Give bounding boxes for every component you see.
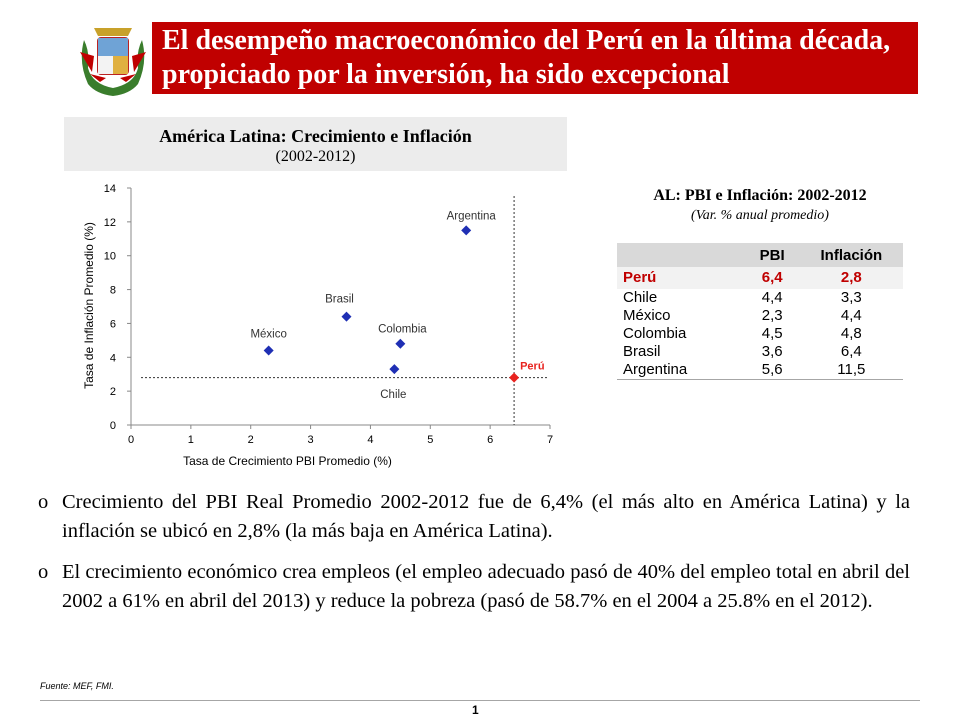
data-point <box>341 311 352 322</box>
x-tick-label: 4 <box>367 434 373 446</box>
y-tick-label: 2 <box>110 386 116 398</box>
x-tick-label: 1 <box>188 434 194 446</box>
chart-area <box>64 171 567 471</box>
title-banner: El desempeño macroeconómico del Perú en … <box>152 22 918 94</box>
table-cell: 3,6 <box>761 343 783 360</box>
table-header-row: PBI Inflación <box>617 243 903 267</box>
table-cell: Argentina <box>617 361 745 380</box>
table-row: Chile 4,4 3,3 <box>617 289 903 307</box>
table-header-cell: Inflación <box>799 243 903 267</box>
source-note: Fuente: MEF, FMI. <box>40 681 114 691</box>
table-cell: México <box>623 307 671 324</box>
table-cell: Chile <box>623 289 658 306</box>
x-tick-label: 6 <box>487 434 493 446</box>
data-point <box>461 225 472 236</box>
data-point <box>389 364 400 375</box>
x-tick-label: 7 <box>547 434 553 446</box>
bullet-text: Crecimiento del PBI Real Promedio 2002-2… <box>62 491 910 542</box>
table-header-cell <box>617 243 745 267</box>
page-title: El desempeño macroeconómico del Perú en … <box>162 25 891 90</box>
x-tick-label: 3 <box>308 434 314 446</box>
table-cell: 4,4 <box>840 307 862 324</box>
table-cell: Perú <box>617 267 745 289</box>
bullet-item: o El crecimiento económico crea empleos … <box>38 558 910 616</box>
data-points: México Brasil Colombia Chile Argentina Perú <box>250 210 544 401</box>
chart-title: América Latina: Crecimiento e Inflación <box>159 126 472 146</box>
data-point <box>509 372 520 383</box>
y-tick-label: 4 <box>110 352 116 364</box>
y-tick-label: 8 <box>110 285 116 297</box>
table-cell: 3,3 <box>840 289 862 306</box>
data-label: Colombia <box>378 324 427 336</box>
table-cell: 4,4 <box>761 289 783 306</box>
x-tick-label: 0 <box>128 434 134 446</box>
peru-coat-of-arms-icon <box>80 28 146 96</box>
table-cell: 4,8 <box>840 325 862 342</box>
y-tick-label: 0 <box>110 420 116 432</box>
table-row: Brasil 3,6 6,4 <box>617 343 903 361</box>
table-cell: 11,5 <box>799 361 903 380</box>
y-tick-label: 10 <box>104 251 116 263</box>
data-point <box>395 338 406 349</box>
table-header-cell: PBI <box>744 243 800 267</box>
table-cell: 2,3 <box>761 307 783 324</box>
table-cell: Brasil <box>623 343 661 360</box>
y-tick-label: 14 <box>104 183 116 195</box>
data-label: Chile <box>380 389 406 401</box>
table-cell: 4,5 <box>761 325 783 342</box>
bullet-text: El crecimiento económico crea empleos (e… <box>62 561 910 612</box>
footer-divider <box>40 700 920 701</box>
x-tick-label: 2 <box>248 434 254 446</box>
table-title: AL: PBI e Inflación: 2002-2012 <box>653 187 867 204</box>
x-tick-label: 5 <box>427 434 433 446</box>
data-label: Perú <box>520 361 544 373</box>
bullet-marker: o <box>38 561 49 583</box>
table-row: Colombia 4,5 4,8 <box>617 325 903 343</box>
table-row: Argentina 5,6 11,5 <box>617 361 903 380</box>
table-cell: Colombia <box>623 325 687 342</box>
chart-header: América Latina: Crecimiento e Inflación … <box>64 117 567 171</box>
table-row: México 2,3 4,4 <box>617 307 903 325</box>
table-row: Perú 6,4 2,8 <box>617 267 903 289</box>
chart-subtitle: (2002-2012) <box>275 148 356 165</box>
y-axis-label: Tasa de Inflación Promedio (%) <box>82 222 96 389</box>
data-label: México <box>250 329 286 341</box>
y-tick-label: 12 <box>104 217 116 229</box>
table-cell: 5,6 <box>744 361 800 380</box>
table-cell: 2,8 <box>799 267 903 289</box>
bullet-list: o Crecimiento del PBI Real Promedio 2002… <box>38 488 910 628</box>
table-subtitle: (Var. % anual promedio) <box>691 208 829 223</box>
data-table: PBI Inflación Perú 6,4 2,8 Chile 4,4 3,3… <box>617 243 903 380</box>
data-label: Argentina <box>447 210 497 222</box>
page-number: 1 <box>472 703 479 717</box>
data-point <box>263 345 274 356</box>
table-cell: 6,4 <box>744 267 800 289</box>
table-cell: 6,4 <box>840 343 862 360</box>
bullet-marker: o <box>38 491 49 513</box>
data-label: Brasil <box>325 294 354 306</box>
y-tick-label: 6 <box>110 318 116 330</box>
bullet-item: o Crecimiento del PBI Real Promedio 2002… <box>38 488 910 546</box>
x-axis-label: Tasa de Crecimiento PBI Promedio (%) <box>183 454 392 468</box>
